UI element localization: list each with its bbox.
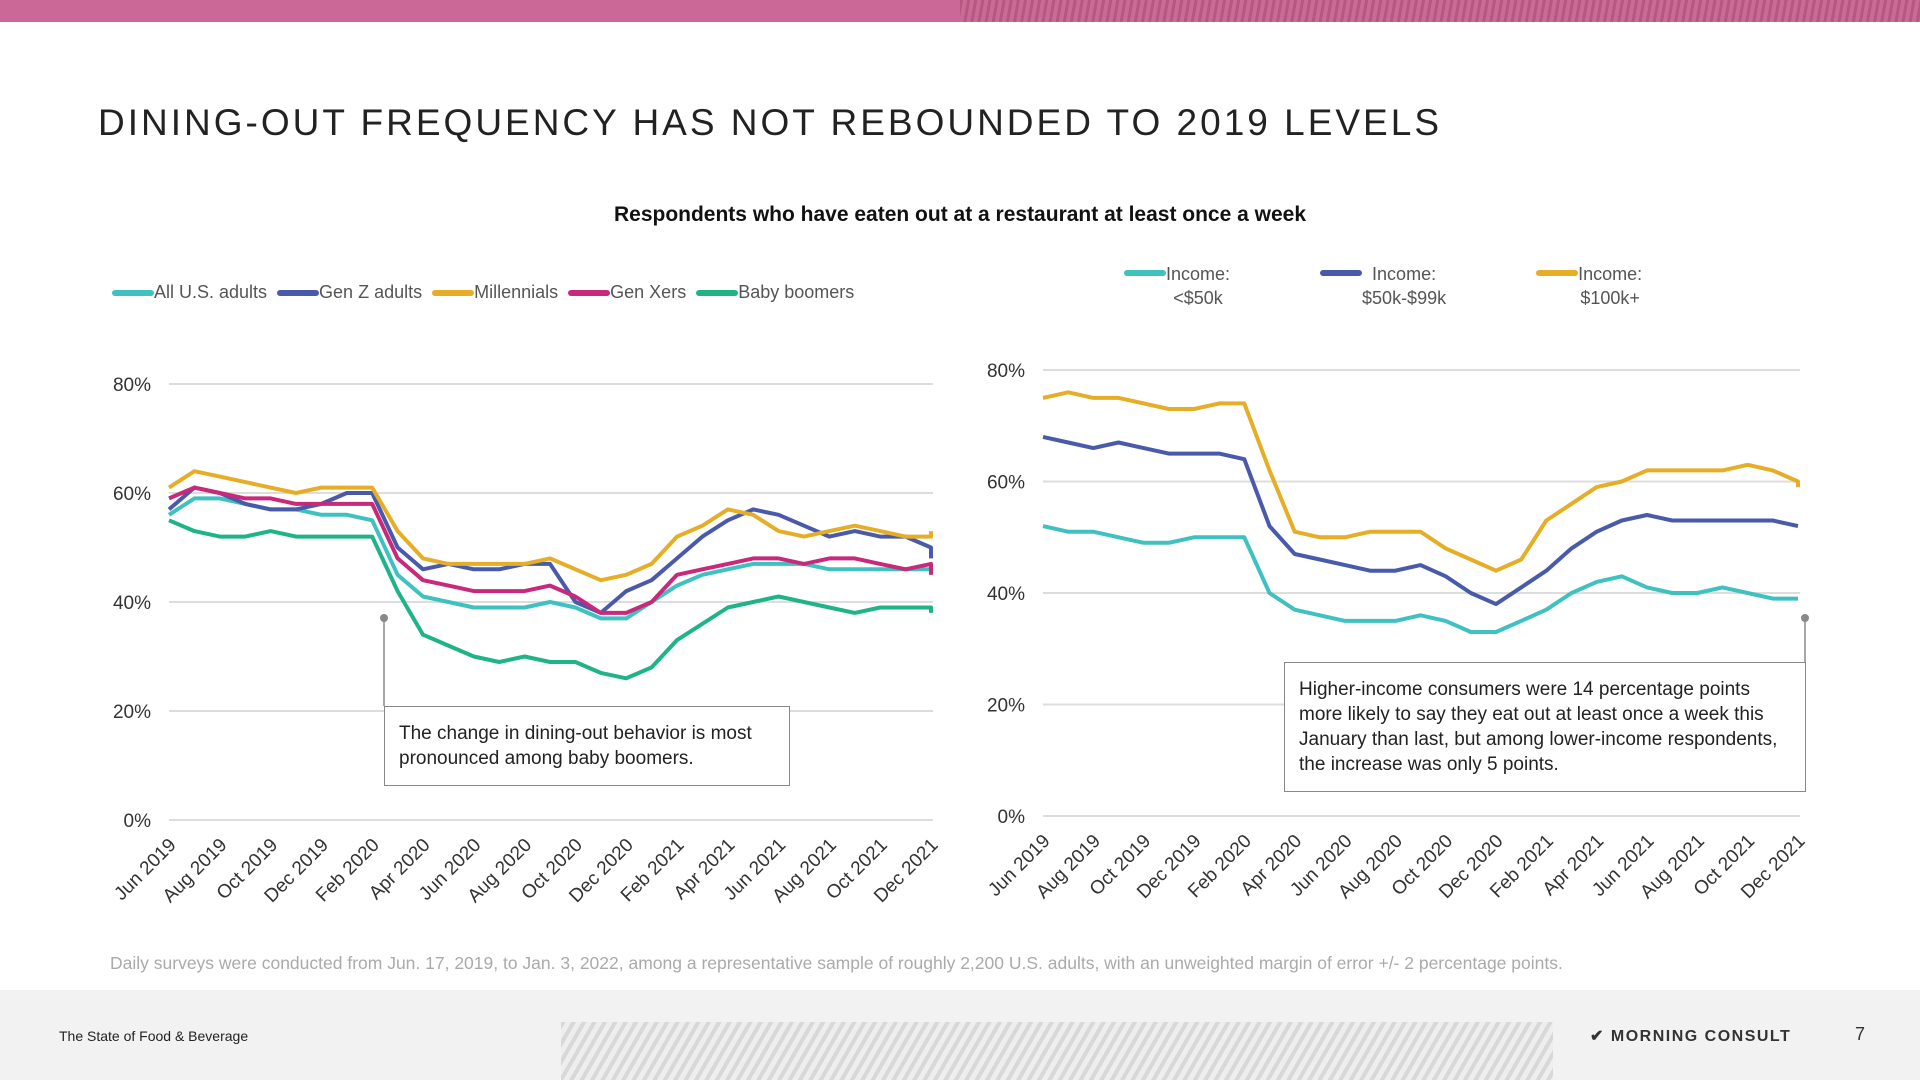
legend-label: Gen Z adults: [319, 282, 423, 302]
y-tick-label: 80%: [987, 361, 1025, 382]
annotation-income: Higher-income consumers were 14 percenta…: [1284, 662, 1806, 792]
legend-swatch: [1536, 270, 1579, 276]
y-tick-label: 40%: [987, 584, 1025, 605]
legend-item: All U.S. adults: [112, 282, 267, 303]
banner-pattern: [960, 0, 1920, 22]
legend-swatch: [112, 290, 154, 296]
legend-item: Millennials: [432, 282, 558, 303]
footer: [0, 990, 1920, 1080]
legend-label: Gen Xers: [610, 282, 687, 302]
series-line-millennials: [167, 469, 933, 583]
footnote: Daily surveys were conducted from Jun. 1…: [110, 953, 1563, 973]
legend-label: All U.S. adults: [154, 282, 268, 302]
legend-item: Gen Xers: [568, 282, 686, 303]
legend-item: Income: <$50k: [1124, 262, 1230, 310]
y-tick-label: 0%: [124, 811, 152, 832]
legend-item: Income: $50k-$99k: [1320, 262, 1446, 310]
legend-swatch: [568, 290, 611, 296]
legend-generations: All U.S. adults Gen Z adults Millennials Ge…: [112, 282, 864, 303]
legend-item: Baby boomers: [696, 282, 854, 303]
series-line-income-50k-99k: [1042, 434, 1799, 607]
y-tick-label: 60%: [113, 484, 151, 505]
series-line-gen-z-adults: [167, 485, 933, 615]
annotation-boomers: The change in dining-out behavior is mos…: [384, 706, 790, 786]
annotation-dot: [1801, 614, 1809, 622]
y-tick-label: 40%: [113, 593, 151, 614]
logo-m-icon: ✔: [1590, 1028, 1611, 1045]
y-tick-label: 80%: [113, 375, 151, 396]
y-tick-label: 20%: [113, 702, 151, 723]
legend-swatch: [1320, 270, 1363, 276]
series-line-baby-boomers: [168, 518, 933, 681]
legend-label: Income: <$50k: [1166, 264, 1231, 308]
footer-pattern: [561, 1022, 1553, 1080]
legend-swatch: [432, 290, 475, 296]
series-line-gen-xers: [168, 485, 933, 615]
page-title: DINING-OUT FREQUENCY HAS NOT REBOUNDED T…: [98, 102, 1442, 143]
legend-swatch: [277, 290, 320, 296]
legend-item: Income: $100k+: [1536, 262, 1642, 310]
series-line-income-50k: [1042, 524, 1798, 634]
legend-item: Gen Z adults: [277, 282, 422, 303]
y-tick-label: 20%: [987, 696, 1025, 717]
legend-label: Baby boomers: [738, 282, 855, 302]
chart-subtitle: Respondents who have eaten out at a rest…: [613, 203, 1307, 226]
y-tick-label: 60%: [987, 473, 1025, 494]
legend-swatch: [1124, 270, 1166, 276]
y-tick-label: 0%: [998, 807, 1026, 828]
legend-label: Millennials: [474, 282, 559, 302]
series-line-income-100k-: [1042, 390, 1800, 573]
annotation-dot: [380, 614, 388, 622]
legend-swatch: [696, 290, 739, 296]
page-number: 7: [1855, 1024, 1866, 1044]
legend-label: Income: $100k+: [1578, 264, 1643, 308]
legend-income: Income: <$50k Income: $50k-$99k Income: $100k…: [1124, 262, 1732, 310]
report-name: The State of Food & Beverage: [59, 1028, 249, 1044]
top-banner: [0, 0, 1920, 22]
legend-label: Income: $50k-$99k: [1362, 264, 1447, 308]
morning-consult-logo: ✔ MORNING CONSULT: [1590, 1026, 1791, 1046]
logo-text: MORNING CONSULT: [1610, 1028, 1792, 1045]
